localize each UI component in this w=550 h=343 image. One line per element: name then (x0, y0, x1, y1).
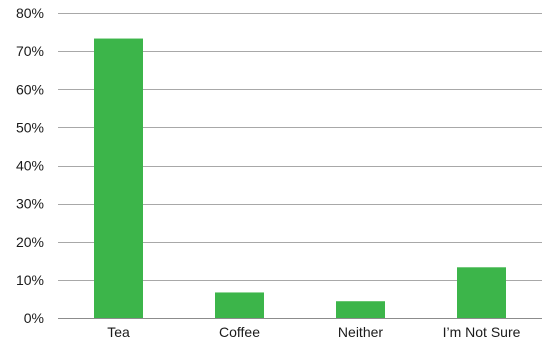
x-axis-tick-labels: Tea Coffee Neither I’m Not Sure (107, 324, 520, 340)
y-tick-label: 30% (16, 196, 44, 212)
bar-i-m-not-sure (457, 267, 506, 318)
y-tick-label: 60% (16, 81, 44, 97)
x-tick-label: I’m Not Sure (443, 324, 521, 340)
y-tick-label: 50% (16, 119, 44, 135)
y-tick-label: 40% (16, 158, 44, 174)
y-tick-label: 70% (16, 43, 44, 59)
bars (94, 38, 506, 318)
x-tick-label: Neither (338, 324, 383, 340)
x-tick-label: Coffee (219, 324, 260, 340)
x-tick-label: Tea (107, 324, 130, 340)
y-tick-label: 20% (16, 234, 44, 250)
bar-coffee (215, 292, 264, 318)
y-tick-label: 0% (24, 310, 44, 326)
bar-neither (336, 301, 385, 318)
bar-tea (94, 38, 143, 318)
y-axis-tick-labels: 0% 10% 20% 30% 40% 50% 60% 70% 80% (16, 5, 44, 326)
y-tick-label: 10% (16, 272, 44, 288)
y-tick-label: 80% (16, 5, 44, 21)
